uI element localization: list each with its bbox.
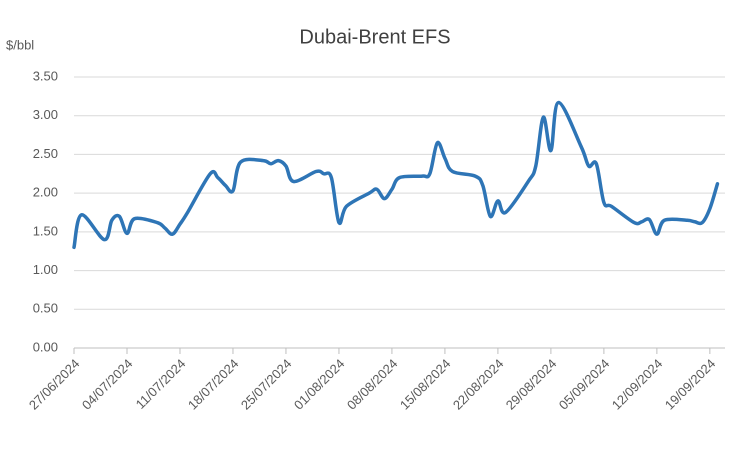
y-axis-label: $/bbl bbox=[6, 37, 34, 52]
y-tick-label: 2.00 bbox=[33, 185, 58, 200]
data-line bbox=[72, 100, 720, 250]
chart-title: Dubai-Brent EFS bbox=[299, 26, 450, 48]
y-tick-label: 3.00 bbox=[33, 107, 58, 122]
y-tick-label: 0.50 bbox=[33, 301, 58, 316]
y-tick-label: 1.00 bbox=[33, 262, 58, 277]
y-tick-label: 3.50 bbox=[33, 68, 58, 83]
y-tick-label: 1.50 bbox=[33, 223, 58, 238]
y-tick-label: 0.00 bbox=[33, 339, 58, 354]
y-tick-label: 2.50 bbox=[33, 146, 58, 161]
